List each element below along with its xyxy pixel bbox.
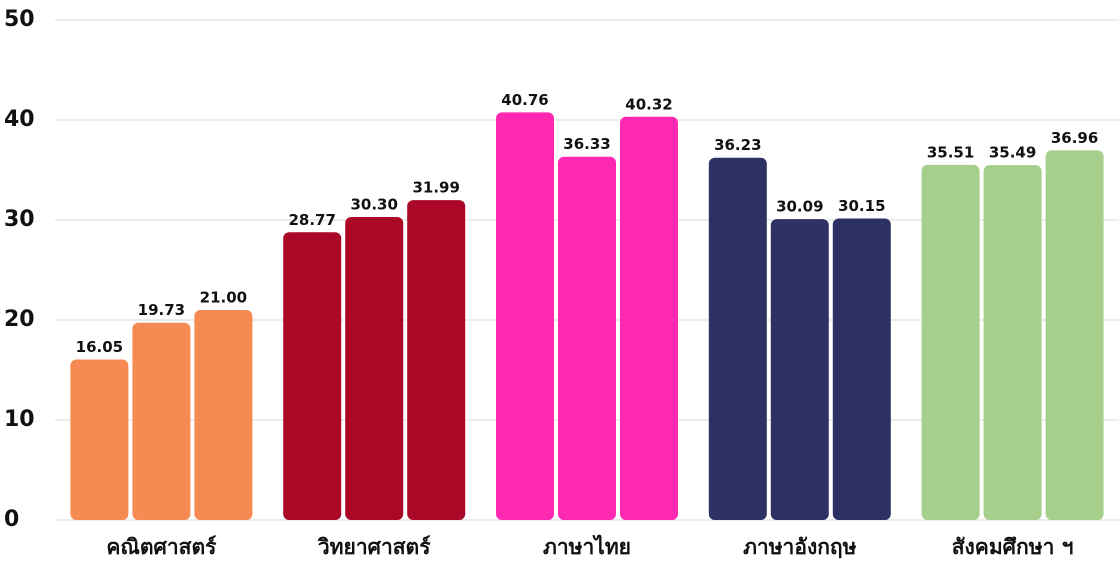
bar — [984, 165, 1042, 520]
x-tick-label: คณิตศาสตร์ — [106, 535, 217, 559]
bar — [1046, 150, 1104, 520]
y-tick-label: 40 — [4, 107, 35, 132]
x-tick-label: ภาษาอังกฤษ — [743, 535, 857, 559]
chart: 0 10 20 30 40 50 16.05 19.73 21.00 คณิตศาสตร์ 28.7… — [0, 0, 1119, 562]
value-label: 40.76 — [501, 91, 548, 109]
bar — [771, 219, 829, 520]
value-label: 19.73 — [138, 301, 185, 319]
value-label: 30.15 — [838, 197, 885, 215]
value-label: 28.77 — [288, 211, 335, 229]
y-tick-label: 0 — [4, 507, 19, 532]
x-tick-label: วิทยาศาสตร์ — [317, 535, 432, 559]
bar — [194, 310, 252, 520]
bar — [407, 200, 465, 520]
bar — [833, 219, 891, 521]
x-tick-label: สังคมศึกษา ฯ — [952, 535, 1074, 559]
value-label: 36.23 — [714, 136, 761, 154]
bar — [922, 165, 980, 520]
x-tick-label: ภาษาไทย — [543, 534, 631, 559]
bar — [345, 217, 403, 520]
value-label: 30.09 — [776, 198, 823, 216]
value-label: 36.96 — [1051, 129, 1098, 147]
bar — [283, 232, 341, 520]
bar — [70, 360, 128, 521]
value-label: 36.33 — [563, 135, 610, 153]
bar — [620, 117, 678, 520]
value-label: 30.30 — [350, 196, 397, 214]
bar — [496, 112, 554, 520]
value-label: 35.49 — [989, 144, 1036, 162]
y-tick-label: 30 — [4, 207, 35, 232]
bar — [132, 323, 190, 520]
value-label: 31.99 — [412, 179, 459, 197]
y-tick-label: 20 — [4, 307, 35, 332]
value-label: 21.00 — [200, 289, 247, 307]
value-label: 35.51 — [927, 143, 974, 161]
bar — [709, 158, 767, 520]
bar — [558, 157, 616, 520]
value-label: 40.32 — [625, 95, 672, 113]
y-tick-label: 50 — [4, 7, 35, 32]
value-label: 16.05 — [76, 338, 123, 356]
y-tick-label: 10 — [4, 407, 35, 432]
